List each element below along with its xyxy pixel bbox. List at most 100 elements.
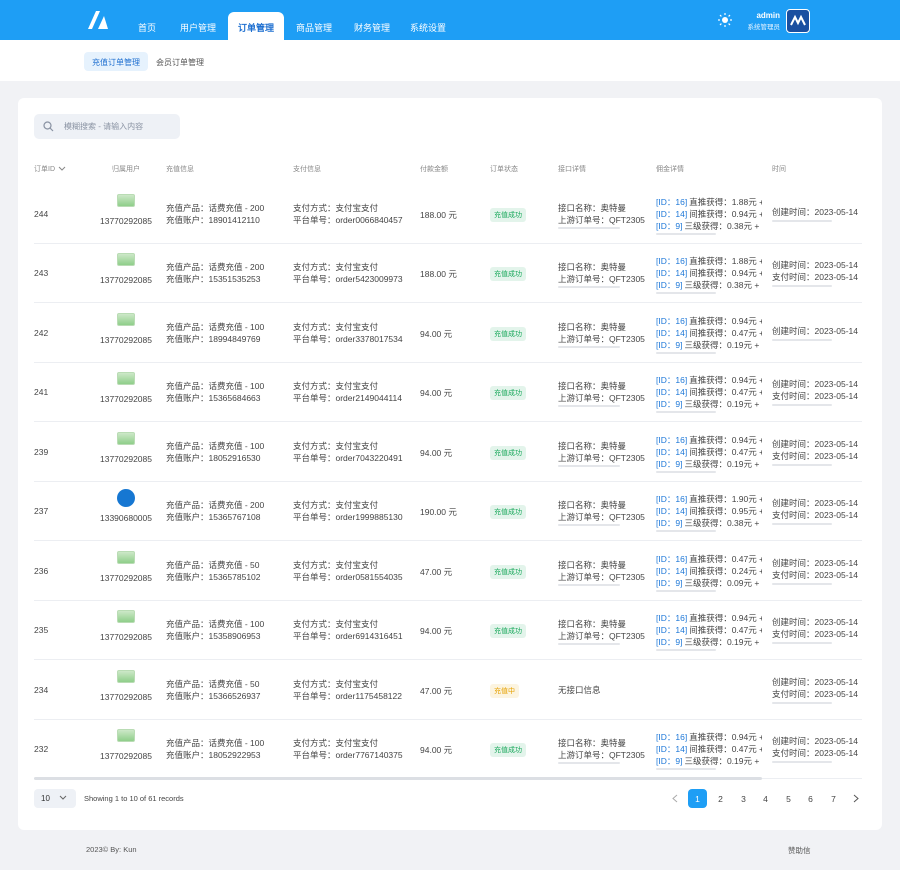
time: 创建时间：2023-05-14 <box>772 260 858 271</box>
scroll-hint <box>772 642 832 645</box>
scroll-hint <box>656 232 716 235</box>
page-button[interactable]: 3 <box>741 794 746 804</box>
commission-id: [ID：14] <box>656 446 688 457</box>
commission-id: [ID：16] <box>656 494 688 505</box>
time: 支付时间：2023-05-14 <box>772 272 858 283</box>
commission-text: 间推获得：0.47元 + <box>689 744 762 755</box>
status-badge: 充值成功 <box>490 207 526 222</box>
column-header: 接口详情 <box>558 166 586 173</box>
commission-line: [ID：16] 直推获得：0.94元 + <box>656 315 762 327</box>
nav-item[interactable]: 商品管理 <box>296 23 333 33</box>
user-icon <box>117 610 135 624</box>
product: 充值产品：话费充值 - 200 <box>166 500 265 511</box>
platform-order: 平台单号：order1999885130 <box>293 512 403 523</box>
scroll-hint <box>656 649 716 652</box>
page-button[interactable]: 2 <box>718 794 723 804</box>
status-badge: 充值成功 <box>490 267 526 282</box>
interface-detail: 上游订单号：QFT2305 <box>558 393 645 404</box>
footer-link[interactable]: 赞助信 <box>788 846 811 855</box>
commission-text: 间推获得：0.95元 + <box>689 506 762 517</box>
nav-item[interactable]: 订单管理 <box>228 12 285 40</box>
interface-detail: 接口名称：奥特曼 <box>558 559 627 570</box>
scroll-hint <box>558 286 620 289</box>
status-badge: 充值成功 <box>490 326 526 341</box>
nav-item[interactable]: 财务管理 <box>354 23 391 33</box>
user-phone: 13770292085 <box>99 572 152 583</box>
commission-id: [ID：14] <box>656 268 688 279</box>
page-button[interactable]: 6 <box>808 794 813 804</box>
platform-order: 平台单号：order7767140375 <box>293 750 403 761</box>
user-phone: 13770292085 <box>99 632 152 643</box>
scroll-hint <box>558 643 620 646</box>
column-header[interactable]: 订单ID <box>34 164 66 174</box>
scroll-hint <box>772 285 832 288</box>
commission-line: [ID：9] 三级获得：0.19元 + <box>656 398 762 410</box>
order-id: 241 <box>34 387 49 398</box>
commission-text: 三级获得：0.09元 + <box>684 577 760 588</box>
scroll-hint <box>656 292 716 295</box>
nav-item[interactable]: 用户管理 <box>180 23 217 33</box>
product: 充值产品：话费充值 - 100 <box>166 738 265 749</box>
interface-detail: 上游订单号：QFT2305 <box>558 571 645 582</box>
commission-id: [ID：14] <box>656 387 688 398</box>
pay-method: 支付方式：支付宝支付 <box>293 619 379 630</box>
table: 订单ID 归属用户 充值信息 支付信息 付款金额 订单状态 接口详情 佣金详情 时间 244 137… <box>34 155 862 780</box>
scroll-hint <box>558 524 620 527</box>
commission-text: 直推获得：1.90元 + <box>689 494 762 505</box>
column-header: 付款金额 <box>420 166 448 173</box>
scroll-hint <box>772 701 832 704</box>
commission-text: 三级获得：0.19元 + <box>684 339 760 350</box>
nav-item[interactable]: 系统设置 <box>410 23 447 33</box>
time: 创建时间：2023-05-14 <box>772 736 858 747</box>
content-card <box>18 98 882 830</box>
interface-detail: 接口名称：奥特曼 <box>558 321 627 332</box>
page-button[interactable]: 1 <box>688 789 707 808</box>
commission-text: 直推获得：0.47元 + <box>689 553 762 564</box>
scroll-hint <box>558 583 620 586</box>
sort-icon[interactable] <box>58 166 66 172</box>
account: 充值账户：18052922953 <box>166 750 261 761</box>
commission-line: [ID：14] 间推获得：0.94元 + <box>656 267 762 279</box>
commission-text: 三级获得：0.19元 + <box>684 637 760 648</box>
page-button[interactable]: 7 <box>831 794 836 804</box>
theme-toggle[interactable] <box>718 13 732 27</box>
commission-id: [ID：16] <box>656 553 688 564</box>
time: 创建时间：2023-05-14 <box>772 676 858 687</box>
table-row: 234 13770292085 充值产品：话费充值 - 50 充值账户：1536652… <box>34 660 862 720</box>
prev-page[interactable] <box>671 794 679 803</box>
table-row: 243 13770292085 充值产品：话费充值 - 200 充值账户：153515… <box>34 244 862 303</box>
commission-line: [ID：14] 间推获得：0.47元 + <box>656 386 762 398</box>
commission-line: [ID：14] 间推获得：0.24元 + <box>656 565 762 577</box>
commission-line: [ID：16] 直推获得：0.94元 + <box>656 731 762 743</box>
page-size[interactable]: 10 <box>34 789 76 808</box>
avatar[interactable] <box>786 9 810 33</box>
order-id: 232 <box>34 744 49 755</box>
time: 创建时间：2023-05-14 <box>772 325 858 336</box>
commission-id: [ID：9] <box>656 220 683 231</box>
commission-text: 直推获得：1.88元 + <box>689 256 762 267</box>
page-button[interactable]: 5 <box>786 794 791 804</box>
next-page[interactable] <box>852 794 860 803</box>
status-badge: 充值成功 <box>490 445 526 460</box>
commission-line: [ID：16] 直推获得：1.88元 + <box>656 196 762 208</box>
column-header: 时间 <box>772 166 786 173</box>
search-input[interactable]: 模糊搜索 - 请输入内容 <box>34 114 180 139</box>
scroll-hint <box>558 345 620 348</box>
tab[interactable]: 充值订单管理 <box>84 52 148 71</box>
commission-id: [ID：9] <box>656 458 683 469</box>
column-header: 佣金详情 <box>656 166 684 173</box>
nav-item[interactable]: 首页 <box>138 23 157 33</box>
commission-id: [ID：16] <box>656 256 688 267</box>
time: 创建时间：2023-05-14 <box>772 379 858 390</box>
tab[interactable]: 会员订单管理 <box>156 58 204 67</box>
commission-line: [ID：16] 直推获得：0.47元 + <box>656 553 762 565</box>
commission-id: [ID：9] <box>656 577 683 588</box>
page-button[interactable]: 4 <box>763 794 768 804</box>
time: 支付时间：2023-05-14 <box>772 688 858 699</box>
time: 支付时间：2023-05-14 <box>772 450 858 461</box>
user-phone: 13770292085 <box>99 394 152 405</box>
order-id: 234 <box>34 684 49 695</box>
scroll-hint <box>656 530 716 533</box>
commission-text: 三级获得：0.19元 + <box>684 756 760 767</box>
commission-id: [ID：14] <box>656 625 688 636</box>
